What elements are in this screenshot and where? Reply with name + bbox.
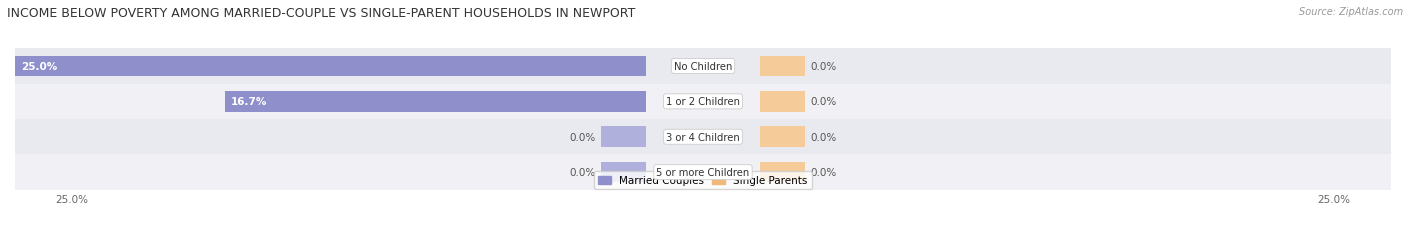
Bar	[15, 84, 1391, 119]
Bar	[759, 92, 806, 112]
Bar	[15, 49, 1391, 84]
Bar	[225, 92, 647, 112]
Bar	[759, 162, 806, 183]
Bar	[15, 155, 1391, 190]
Text: No Children: No Children	[673, 62, 733, 72]
Text: 1 or 2 Children: 1 or 2 Children	[666, 97, 740, 107]
Text: 16.7%: 16.7%	[231, 97, 267, 107]
Text: 5 or more Children: 5 or more Children	[657, 167, 749, 177]
Text: 25.0%: 25.0%	[21, 62, 58, 72]
Bar	[600, 127, 647, 147]
Text: 0.0%: 0.0%	[569, 167, 596, 177]
Text: 0.0%: 0.0%	[810, 167, 837, 177]
Text: Source: ZipAtlas.com: Source: ZipAtlas.com	[1299, 7, 1403, 17]
Text: 0.0%: 0.0%	[569, 132, 596, 142]
Bar	[759, 56, 806, 77]
Text: 0.0%: 0.0%	[810, 62, 837, 72]
Text: 0.0%: 0.0%	[810, 97, 837, 107]
Text: 0.0%: 0.0%	[810, 132, 837, 142]
Legend: Married Couples, Single Parents: Married Couples, Single Parents	[595, 171, 811, 189]
Text: 3 or 4 Children: 3 or 4 Children	[666, 132, 740, 142]
Bar	[15, 56, 647, 77]
Text: INCOME BELOW POVERTY AMONG MARRIED-COUPLE VS SINGLE-PARENT HOUSEHOLDS IN NEWPORT: INCOME BELOW POVERTY AMONG MARRIED-COUPL…	[7, 7, 636, 20]
Bar	[15, 119, 1391, 155]
Bar	[759, 127, 806, 147]
Bar	[600, 162, 647, 183]
